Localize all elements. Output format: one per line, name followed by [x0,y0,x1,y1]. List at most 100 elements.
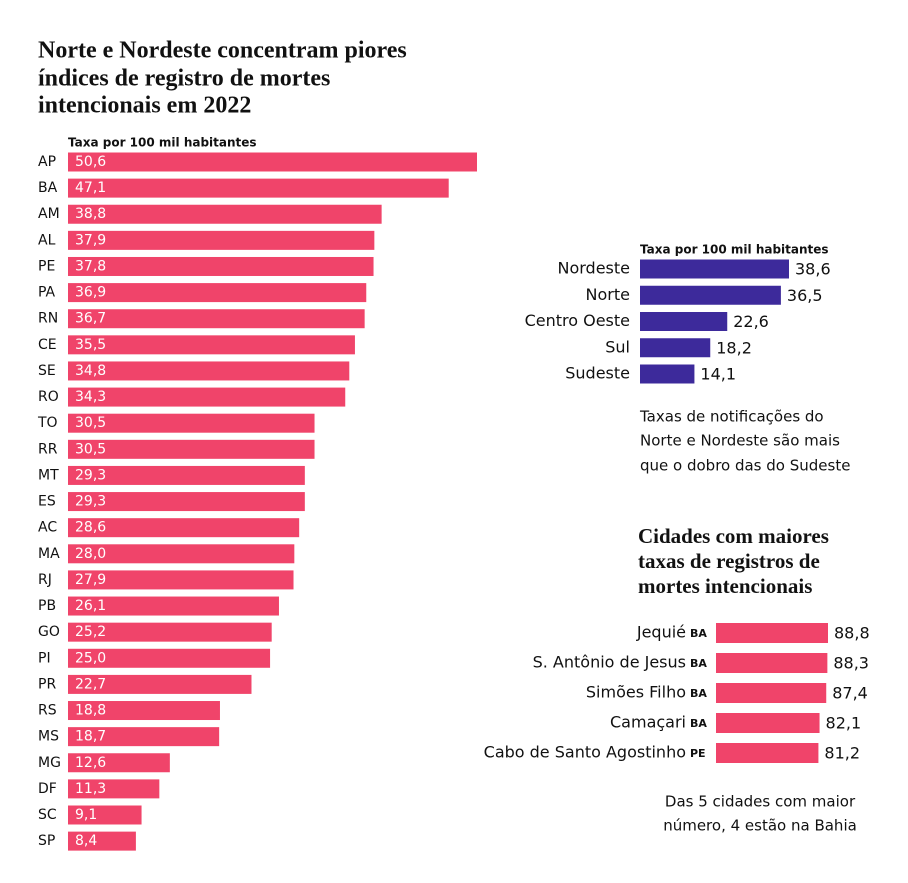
value-label: 50,6 [75,154,106,170]
bar [68,335,355,355]
bar [640,259,789,279]
value-label: 26,1 [75,598,106,614]
value-label: 18,2 [716,338,752,357]
bar [68,413,315,433]
category-label: SC [38,807,57,823]
chart-title: Norte e Nordeste concentram piores [38,38,407,64]
subtitle: Taxa por 100 mil habitantes [68,136,257,150]
value-label: 36,9 [75,285,106,301]
bar [716,713,820,733]
value-label: 81,2 [824,744,860,763]
bar [640,312,728,331]
bar [68,309,365,329]
value-label: 8,4 [75,833,97,849]
category-label: AP [38,154,56,170]
state-tag: BA [690,657,707,670]
bar [68,492,305,512]
value-label: 38,6 [795,260,831,279]
category-label: Norte [586,285,630,304]
category-label: Nordeste [557,259,630,278]
bar [68,570,294,590]
bar [68,779,160,799]
category-label: PA [38,285,56,301]
bar [68,648,271,668]
value-label: 87,4 [832,684,868,703]
category-label: RS [38,703,57,719]
category-label: Sudeste [565,364,630,383]
value-label: 22,6 [733,312,769,331]
value-label: 35,5 [75,337,106,353]
category-label: PB [38,598,56,614]
category-label: PR [38,676,56,692]
value-label: 18,7 [75,729,106,745]
value-label: 88,3 [833,654,869,673]
value-label: 82,1 [826,714,862,733]
category-label: S. Antônio de Jesus [533,653,686,672]
bar [68,204,382,224]
category-label: RR [38,441,58,457]
value-label: 30,5 [75,415,106,431]
category-label: SE [38,363,56,379]
annotation: número, 4 estão na Bahia [663,817,857,835]
category-label: BA [38,180,58,196]
value-label: 88,8 [834,624,870,643]
annotation: Taxas de notificações do [639,408,824,426]
bar [68,465,305,485]
bar [640,285,781,305]
bar [68,622,272,642]
value-label: 34,3 [75,389,106,405]
chart-title: intencionais em 2022 [38,93,251,119]
value-label: 28,0 [75,546,106,562]
value-label: 47,1 [75,180,106,196]
value-label: 36,7 [75,311,106,327]
category-label: AL [38,232,56,248]
bar [68,283,367,303]
value-label: 29,3 [75,467,106,483]
subtitle: Taxa por 100 mil habitantes [640,243,829,257]
bar [68,727,220,747]
chart-title: índices de registro de mortes [38,66,330,92]
category-label: Sul [605,337,630,356]
chart-title: mortes intencionais [638,574,812,598]
category-label: SP [38,833,55,849]
bar [68,674,252,694]
bar [716,743,819,763]
category-label: Camaçari [610,713,686,732]
bar [68,596,279,616]
value-label: 14,1 [700,365,736,384]
value-label: 28,6 [75,520,106,536]
bar [68,387,346,407]
annotation: que o dobro das do Sudeste [640,457,850,475]
annotation: Norte e Nordeste são mais [640,432,840,450]
category-label: MT [38,467,59,483]
category-label: MG [38,755,61,771]
value-label: 36,5 [787,286,823,305]
category-label: GO [38,624,60,640]
value-label: 9,1 [75,807,97,823]
category-label: AM [38,206,60,222]
bar [68,544,295,564]
value-label: 25,0 [75,650,106,666]
category-label: AC [38,520,57,536]
category-label: MS [38,729,59,745]
bar [640,338,711,358]
chart-title: Cidades com maiores [638,524,829,548]
bar [68,831,136,851]
value-label: 22,7 [75,676,106,692]
value-label: 34,8 [75,363,106,379]
bar [640,364,695,384]
category-label: RN [38,311,58,327]
annotation: Das 5 cidades com maior [665,793,856,811]
bar [68,178,449,198]
category-label: Cabo de Santo Agostinho [484,743,686,762]
bar [68,753,170,773]
value-label: 37,8 [75,258,106,274]
category-label: Jequié [636,623,686,642]
value-label: 11,3 [75,781,106,797]
state-tag: PE [690,747,706,760]
state-tag: BA [690,717,707,730]
bar [68,230,375,250]
value-label: 29,3 [75,494,106,510]
bar [68,805,142,825]
